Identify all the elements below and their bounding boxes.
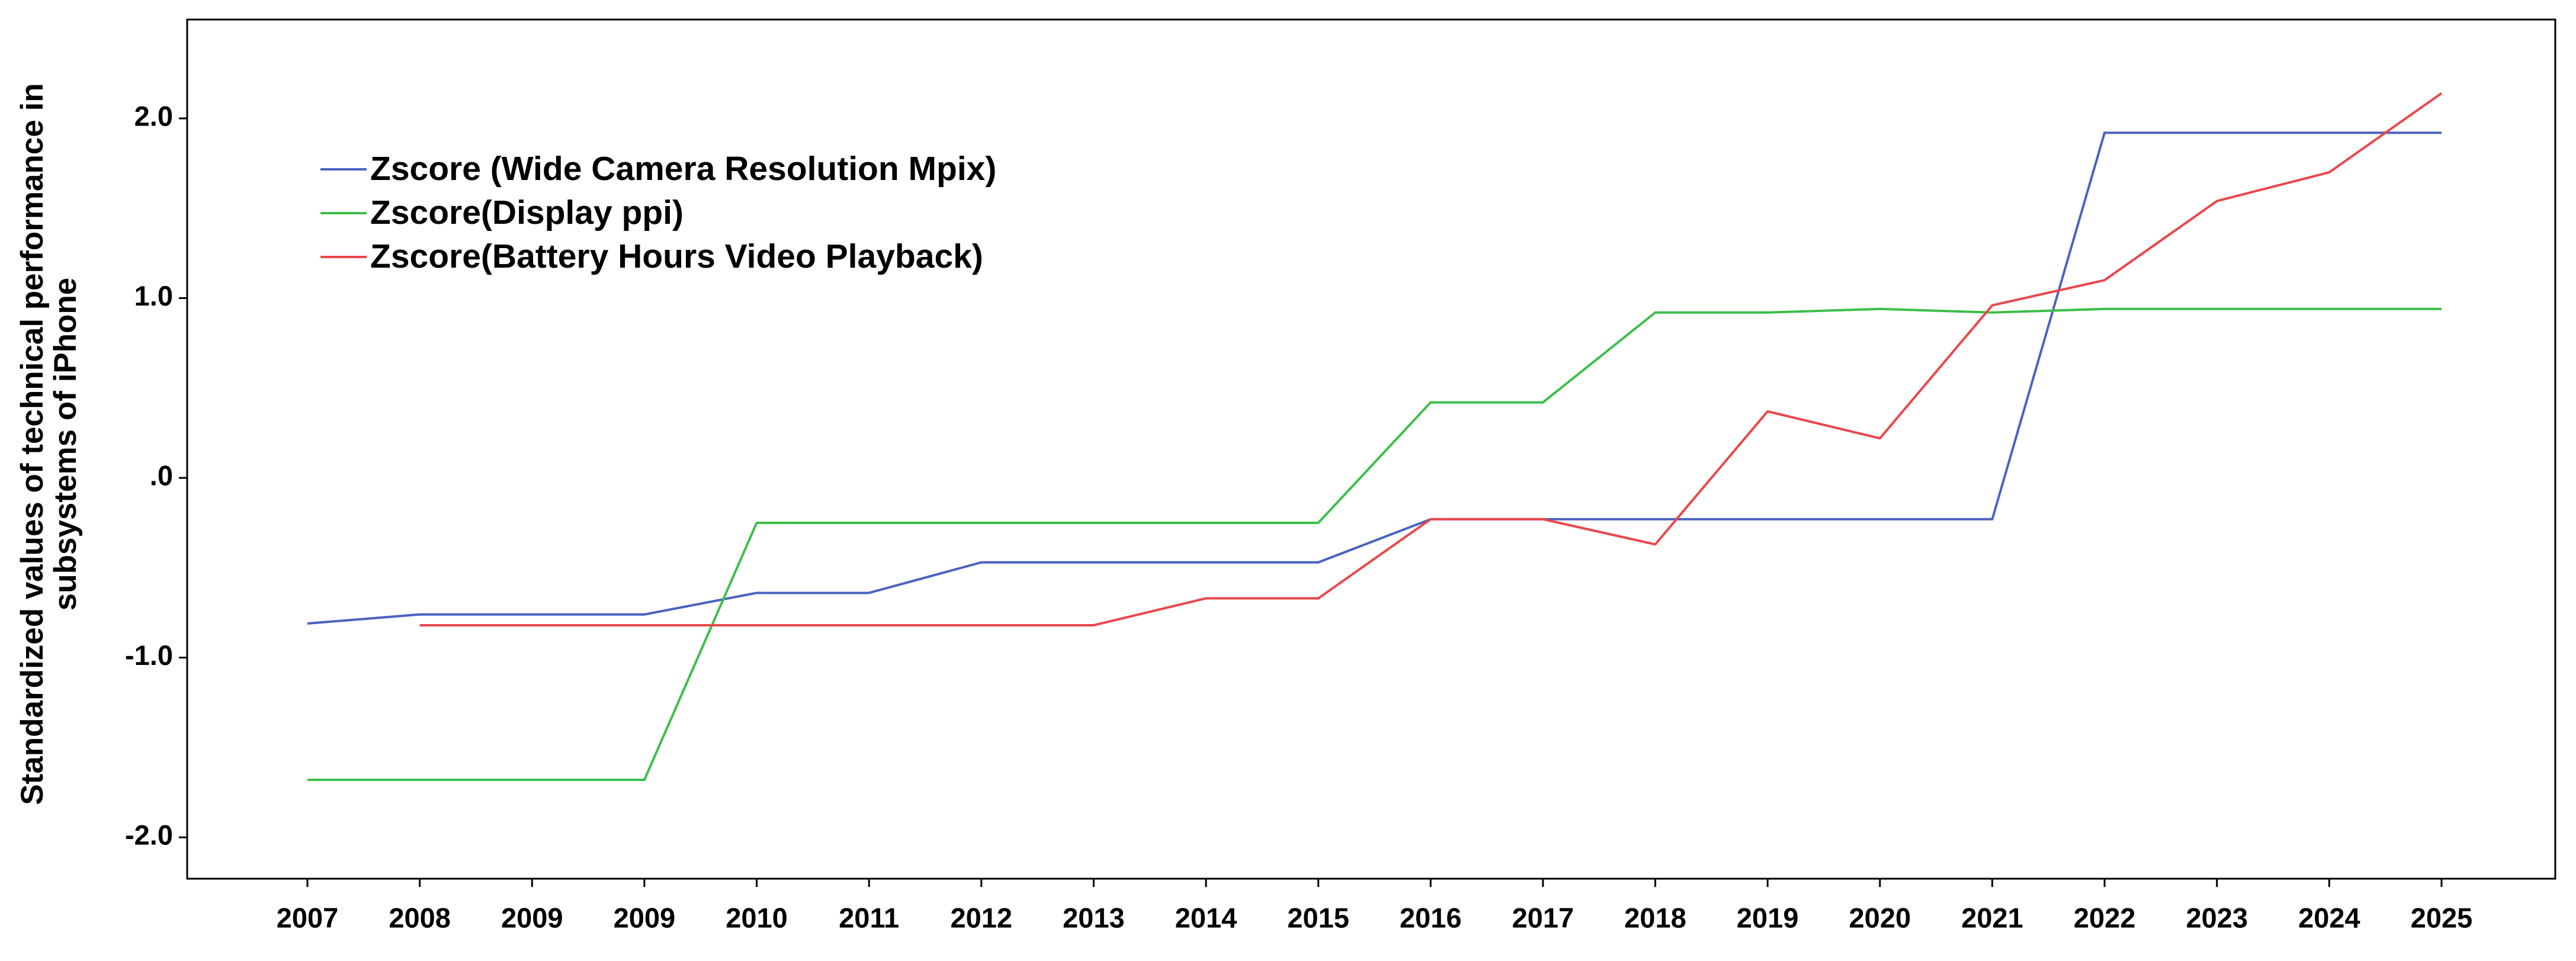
y-tick-label: -2.0 (125, 819, 173, 851)
legend-item: Zscore(Battery Hours Video Playback) (320, 237, 998, 276)
x-tick-label: 2010 (726, 902, 788, 933)
x-tick-label: 2024 (2298, 902, 2360, 933)
x-tick-label: 2018 (1624, 902, 1686, 933)
series-line (419, 92, 2443, 626)
y-axis-title: Standardized values of technical perform… (15, 83, 83, 805)
x-tick-label: 2014 (1175, 902, 1237, 933)
legend-label: Zscore(Battery Hours Video Playback) (370, 237, 983, 275)
plot-frame (186, 18, 2556, 880)
x-tick-label: 2019 (1737, 902, 1799, 933)
x-tick-label: 2017 (1512, 902, 1574, 933)
y-tick-label: 2.0 (134, 100, 173, 131)
x-tick-label: 2012 (951, 902, 1013, 933)
legend-item: Zscore(Display ppi) (320, 193, 998, 232)
x-tick-label: 2021 (1961, 902, 2023, 933)
x-tick-label: 2015 (1287, 902, 1349, 933)
x-tick-label: 2007 (277, 902, 339, 933)
legend-label: Zscore (Wide Camera Resolution Mpix) (370, 150, 997, 188)
legend-item: Zscore (Wide Camera Resolution Mpix) (320, 149, 998, 188)
y-tick-label: -1.0 (125, 639, 173, 671)
x-tick-label: 2009 (614, 902, 676, 933)
legend-swatch (320, 212, 367, 214)
x-tick-label: 2020 (1849, 902, 1911, 933)
series-line (307, 131, 2442, 625)
series-line (307, 307, 2442, 782)
x-tick-label: 2023 (2186, 902, 2248, 933)
x-tick-label: 2025 (2411, 902, 2473, 933)
x-tick-label: 2008 (389, 902, 451, 933)
x-tick-label: 2009 (501, 902, 563, 933)
y-tick-label: .0 (150, 459, 173, 491)
legend-swatch (320, 256, 367, 258)
x-tick-label: 2013 (1063, 902, 1125, 933)
x-tick-label: 2022 (2074, 902, 2136, 933)
legend-label: Zscore(Display ppi) (370, 194, 684, 232)
legend-swatch (320, 168, 367, 171)
x-tick-label: 2016 (1400, 902, 1462, 933)
legend: Zscore (Wide Camera Resolution Mpix) Zsco… (320, 149, 998, 281)
x-tick-label: 2011 (839, 902, 899, 933)
y-tick-label: 1.0 (134, 280, 173, 311)
